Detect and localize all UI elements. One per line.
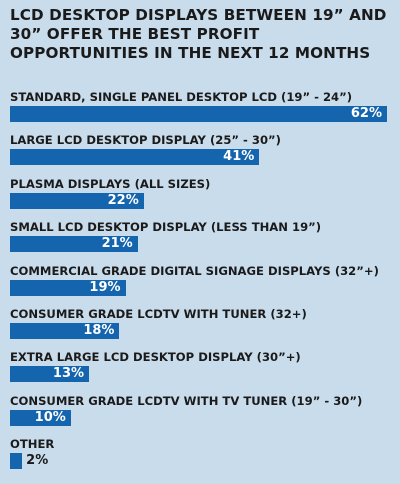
bar	[10, 323, 120, 339]
bar	[10, 192, 144, 209]
category-label: LARGE LCD DESKTOP DISPLAY (25” - 30”)	[10, 133, 281, 148]
bar	[10, 409, 71, 426]
category-label: OTHER	[10, 437, 55, 452]
bar	[10, 106, 387, 122]
bar	[10, 279, 126, 296]
bar-value-label: 10%	[34, 409, 66, 425]
category-label: PLASMA DISPLAYS (ALL SIZES)	[10, 176, 211, 191]
bar	[10, 366, 90, 383]
category-label: CONSUMER GRADE LCDTV WITH TV TUNER (19” …	[10, 393, 363, 408]
category-label: CONSUMER GRADE LCDTV WITH TUNER (32+)	[10, 307, 307, 321]
bar	[10, 149, 260, 166]
category-label: STANDARD, SINGLE PANEL DESKTOP LCD (19” …	[10, 90, 353, 104]
bar	[10, 453, 23, 470]
category-label: COMMERCIAL GRADE DIGITAL SIGNAGE DISPLAY…	[10, 263, 379, 278]
bar-value-label: 18%	[83, 323, 115, 338]
category-label: SMALL LCD DESKTOP DISPLAY (LESS THAN 19”…	[10, 220, 322, 235]
bar	[10, 236, 138, 253]
bar-value-label: 2%	[26, 453, 49, 469]
bar-value-label: 19%	[89, 279, 121, 295]
category-label: EXTRA LARGE LCD DESKTOP DISPLAY (30”+)	[10, 350, 301, 365]
bar-value-label: 21%	[101, 236, 133, 252]
bar-value-label: 13%	[52, 366, 85, 382]
bar-value-label: 41%	[223, 149, 255, 165]
bar-value-label: 22%	[107, 192, 139, 208]
chart-title: LCD DESKTOP DISPLAYS BETWEEN 19” AND 30”…	[10, 6, 387, 62]
bar-value-label: 62%	[350, 106, 382, 121]
